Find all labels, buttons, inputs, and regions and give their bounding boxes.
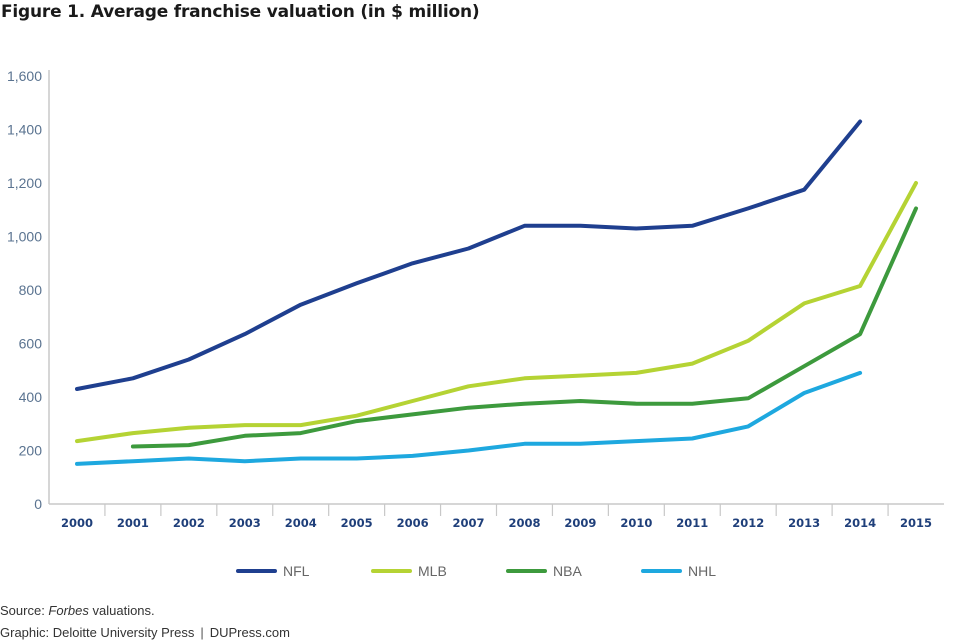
source-suffix: valuations. [88, 603, 155, 618]
legend-label: NFL [283, 563, 310, 579]
legend-label: NHL [688, 563, 716, 579]
x-tick-label: 2002 [173, 516, 205, 530]
x-tick-label: 2009 [564, 516, 596, 530]
series-line-mlb [75, 181, 918, 444]
x-tick-label: 2003 [229, 516, 261, 530]
series-line-nhl [75, 370, 863, 466]
y-tick-label: 1,600 [7, 68, 42, 84]
x-tick-label: 2011 [676, 516, 708, 530]
x-tick-label: 2014 [844, 516, 876, 530]
x-tick-label: 2006 [397, 516, 429, 530]
y-axis: 0 200 400 600 800 1,000 1,200 1,400 1,600 [7, 68, 50, 512]
y-tick-label: 400 [19, 389, 43, 405]
x-tick-label: 2013 [788, 516, 820, 530]
x-axis: 2000 2001 2002 2003 2004 2005 2006 2007 2008 2009… [49, 503, 944, 530]
y-tick-label: 1,400 [7, 122, 42, 138]
y-tick-label: 1,000 [7, 229, 42, 245]
series-line-nba [130, 206, 918, 449]
source-italic: Forbes [48, 603, 89, 618]
graphic-credit: Graphic: Deloitte University Press | DUPre… [0, 625, 290, 640]
x-tick-label: 2010 [620, 516, 652, 530]
x-tick-label: 2012 [732, 516, 764, 530]
series-line-nfl [75, 119, 863, 391]
source-note: Source: Forbes valuations. [0, 603, 155, 618]
y-tick-label: 600 [19, 336, 43, 352]
x-tick-label: 2001 [117, 516, 149, 530]
series-lines [75, 119, 918, 466]
y-tick-label: 0 [34, 496, 42, 512]
y-tick-label: 1,200 [7, 175, 42, 191]
x-tick-label: 2004 [285, 516, 317, 530]
legend-item-nfl: NFL [236, 563, 310, 579]
legend-item-mlb: MLB [371, 563, 447, 579]
x-tick-label: 2007 [453, 516, 485, 530]
legend: NFL MLB NBA NHL [236, 563, 716, 579]
legend-label: NBA [553, 563, 582, 579]
chart-title: Figure 1. Average franchise valuation (i… [1, 2, 480, 22]
legend-item-nba: NBA [506, 563, 582, 579]
site-link[interactable]: DUPress.com [209, 625, 290, 640]
x-tick-label: 2008 [508, 516, 540, 530]
graphic-label: Graphic: Deloitte University Press [0, 625, 195, 640]
legend-label: MLB [418, 563, 447, 579]
y-tick-label: 800 [19, 282, 43, 298]
x-tick-label: 2000 [61, 516, 93, 530]
separator: | [200, 625, 204, 640]
x-tick-label: 2015 [900, 516, 932, 530]
legend-item-nhl: NHL [641, 563, 716, 579]
x-tick-label: 2005 [341, 516, 373, 530]
y-tick-label: 200 [19, 443, 43, 459]
source-prefix: Source: [0, 603, 49, 618]
